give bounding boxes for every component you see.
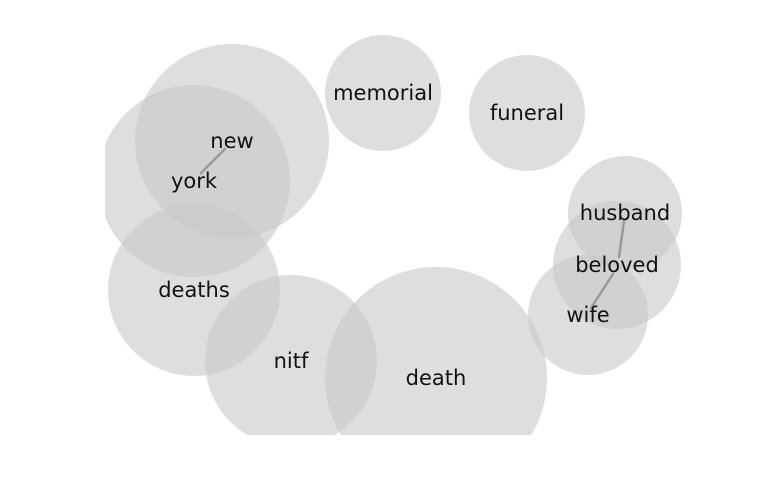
- link-new-york: [199, 147, 227, 175]
- bubble-funeral: [469, 55, 585, 171]
- link-layer: [199, 147, 626, 310]
- word-funeral: funeral: [490, 101, 564, 125]
- word-wife: wife: [566, 303, 609, 327]
- link-husband-beloved: [617, 219, 626, 259]
- word-new: new: [210, 129, 253, 153]
- link-beloved-wife: [589, 272, 615, 310]
- word-death: death: [406, 366, 467, 390]
- bubble-memorial: [325, 35, 441, 151]
- word-memorial: memorial: [333, 81, 433, 105]
- bubble-layer: [105, 35, 682, 435]
- bubble-death: [325, 267, 547, 435]
- word-york: york: [171, 169, 218, 193]
- word-nitf: nitf: [274, 349, 309, 373]
- word-deaths: deaths: [158, 278, 230, 302]
- label-layer: new york memorial funeral deaths nitf de…: [158, 81, 670, 390]
- word-husband: husband: [580, 201, 670, 225]
- word-beloved: beloved: [575, 253, 659, 277]
- bubble-wife: [528, 255, 648, 375]
